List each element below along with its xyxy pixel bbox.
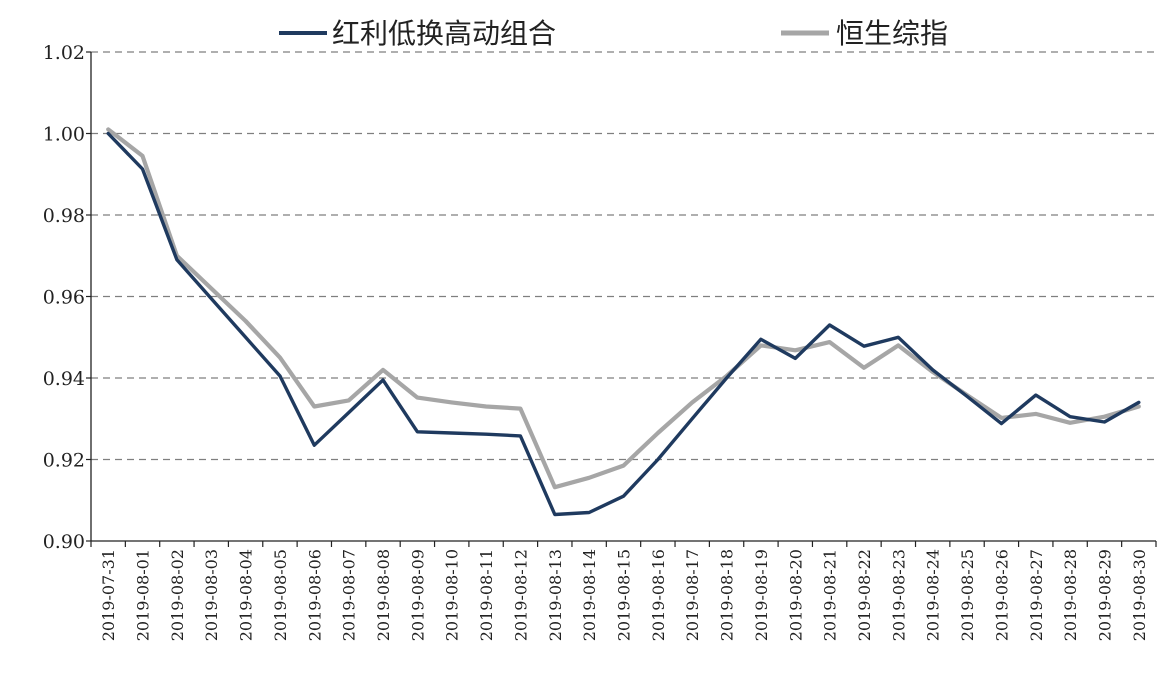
y-tick-label: 0.90 (43, 531, 85, 553)
x-axis-ticks: 2019-07-31 2019-08-01 2019-08-02 2019-08-03… (99, 549, 1149, 641)
y-tick-label: 0.96 (43, 287, 85, 309)
x-tick-label: 2019-08-23 (889, 549, 908, 641)
series-line-hsci (106, 127, 1141, 490)
x-tick-label: 2019-08-05 (271, 549, 290, 641)
x-tick-label: 2019-08-08 (374, 549, 393, 641)
x-tick-label: 2019-08-24 (924, 549, 943, 641)
x-tick-label: 2019-08-07 (340, 549, 359, 641)
series-lines (106, 127, 1141, 517)
x-tick-label: 2019-08-13 (546, 549, 565, 641)
y-axis-ticks: 0.90 0.92 0.94 0.96 0.98 1.00 1.02 (43, 42, 85, 553)
x-tick-label: 2019-08-29 (1095, 549, 1114, 641)
x-tick-label: 2019-08-15 (615, 549, 634, 641)
x-tick-label: 2019-08-18 (718, 549, 737, 641)
x-tick-label: 2019-08-22 (855, 549, 874, 641)
y-tick-label: 1.00 (43, 124, 85, 146)
x-tick-label: 2019-08-10 (443, 549, 462, 641)
axes (86, 51, 1157, 547)
x-tick-label: 2019-08-06 (305, 549, 324, 641)
x-tick-label: 2019-08-21 (821, 549, 840, 641)
grid-lines (91, 51, 1156, 461)
y-tick-label: 0.94 (43, 368, 85, 390)
x-tick-label: 2019-08-12 (511, 549, 530, 641)
x-tick-label: 2019-08-19 (752, 549, 771, 641)
x-tick-label: 2019-08-25 (958, 549, 977, 641)
y-tick-label: 0.98 (43, 205, 85, 227)
x-tick-label: 2019-08-01 (134, 549, 153, 641)
legend: 红利低换高动组合 恒生综指 (279, 17, 948, 50)
x-tick-label: 2019-08-28 (1061, 549, 1080, 641)
x-tick-label: 2019-08-03 (202, 549, 221, 641)
x-tick-label: 2019-07-31 (99, 549, 118, 641)
x-tick-label: 2019-08-04 (237, 549, 256, 641)
x-tick-label: 2019-08-02 (168, 549, 187, 641)
x-tick-label: 2019-08-16 (649, 549, 668, 641)
series-line-portfolio (106, 131, 1141, 517)
y-tick-label: 1.02 (43, 42, 85, 64)
x-tick-label: 2019-08-30 (1130, 549, 1149, 641)
legend-label: 恒生综指 (836, 17, 948, 50)
x-tick-label: 2019-08-20 (786, 549, 805, 641)
x-tick-label: 2019-08-27 (1027, 549, 1046, 641)
y-tick-label: 0.92 (43, 450, 85, 472)
x-tick-label: 2019-08-09 (408, 549, 427, 641)
legend-label: 红利低换高动组合 (332, 17, 556, 50)
x-tick-label: 2019-08-26 (992, 549, 1011, 641)
x-tick-label: 2019-08-11 (477, 549, 496, 641)
x-tick-label: 2019-08-14 (580, 549, 599, 641)
x-tick-label: 2019-08-17 (683, 549, 702, 641)
